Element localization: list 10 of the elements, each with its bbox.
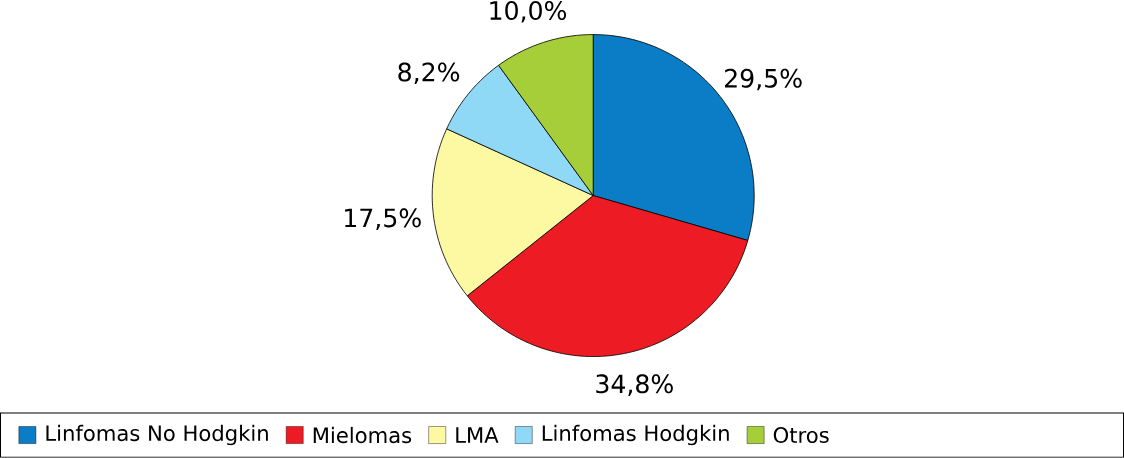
legend-label: Linfomas No Hodgkin — [46, 424, 268, 446]
data-label: 10,0% — [490, 1, 567, 23]
data-label: 8,2% — [398, 62, 460, 85]
data-label: 29,5% — [725, 68, 802, 91]
legend-label: Linfomas Hodgkin — [542, 424, 729, 446]
legend-label: Mielomas — [313, 427, 412, 444]
legend-label: Otros — [773, 427, 829, 444]
data-label: 34,8% — [596, 374, 673, 397]
legend-label: LMA — [456, 427, 499, 443]
data-label: 17,5% — [345, 208, 421, 231]
